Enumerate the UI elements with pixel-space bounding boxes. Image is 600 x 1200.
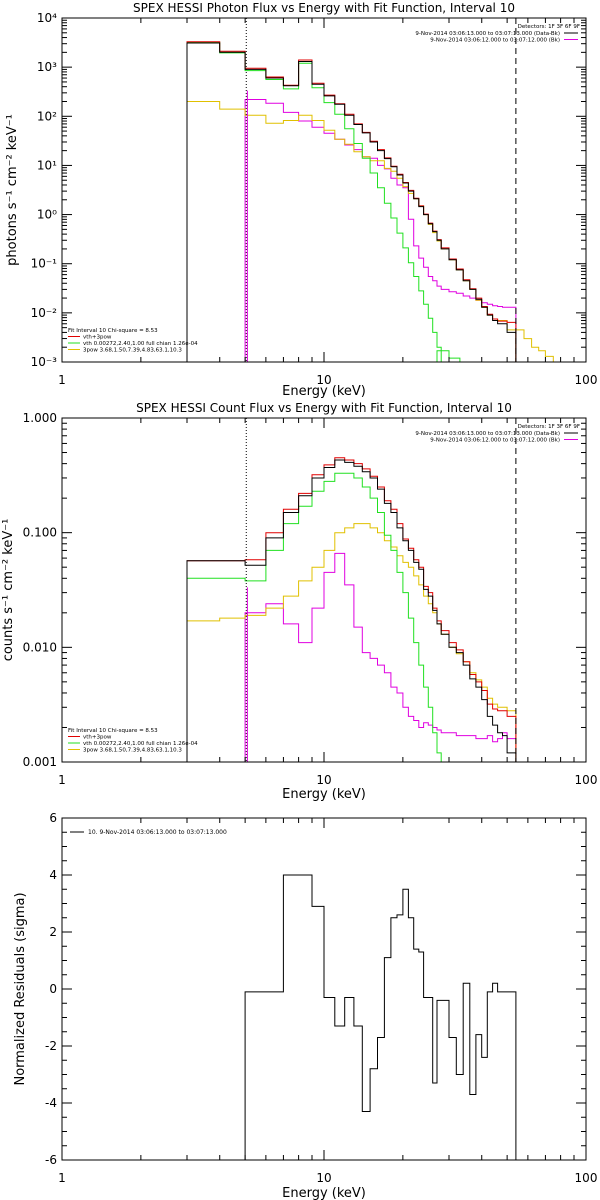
legend-entry: 10. 9-Nov-2014 03:06:13.000 to 03:07:13.… [88, 829, 227, 836]
series-extra-0 [244, 552, 517, 762]
chart-photon: SPEX HESSI Photon Flux vs Energy with Fi… [5, 1, 597, 399]
y-tick-label: 1.000 [23, 411, 57, 425]
legend-entry: 9-Nov-2014 03:06:13.000 to 03:07:13.000 … [415, 31, 560, 37]
y-tick-label: 6 [49, 811, 57, 825]
series-extra-2 [436, 350, 461, 362]
y-tick-label: 10¹ [37, 158, 57, 172]
y-tick-label: -4 [45, 1096, 57, 1110]
x-tick-label: 10 [316, 373, 331, 387]
x-tick-label: 1 [58, 1171, 66, 1185]
legend-entry: 3pow 3.68,1.50,7.39,4.83,63.1,10.3 [83, 748, 182, 754]
x-tick-label: 100 [575, 773, 598, 787]
y-tick-label: 2 [49, 925, 57, 939]
y-tick-label: 4 [49, 868, 57, 882]
legend-entry: vth 0.00272,2.40,1.00 full chian 1.26e-0… [83, 341, 198, 347]
y-axis: 10⁻³ 10⁻² 10⁻¹ 10⁰ 10¹ 10² 10³ 10⁴ photons s⁻¹ c… [5, 11, 586, 369]
series-0 [186, 459, 517, 762]
legend-entry: 9-Nov-2014 03:06:12.000 to 03:07:12.000 … [430, 38, 560, 44]
x-axis-label: Energy (keV) [282, 1186, 366, 1200]
series-1 [186, 41, 517, 362]
legend-top: 10. 9-Nov-2014 03:06:13.000 to 03:07:13.… [70, 829, 227, 836]
y-tick-label: 0.010 [23, 640, 57, 654]
series-0 [244, 874, 517, 1160]
y-tick-label: 0 [49, 982, 57, 996]
y-tick-label: 10⁰ [37, 208, 57, 222]
x-axis: 1 10 100 Energy (keV) [58, 18, 597, 399]
legend-detectors: Detectors: 1F 3F 6F 9F [518, 424, 580, 430]
series-2 [186, 41, 516, 362]
series-1 [186, 457, 517, 762]
y-tick-label: 10⁴ [37, 11, 57, 25]
legend-entry: vth+3pow [83, 335, 112, 341]
x-tick-label: 100 [575, 1171, 598, 1185]
legend-entry: 9-Nov-2014 03:06:13.000 to 03:07:13.000 … [415, 431, 560, 437]
chart-count: SPEX HESSI Count Flux vs Energy with Fit… [1, 401, 597, 802]
y-axis-label: photons s⁻¹ cm⁻² keV⁻¹ [5, 114, 20, 266]
legend-bottom: Fit Interval 10 Chi-square = 8.53vth+3po… [68, 328, 198, 354]
chart-title: SPEX HESSI Photon Flux vs Energy with Fi… [133, 1, 515, 15]
x-axis: 1 10 100 Energy (keV) [58, 818, 597, 1200]
y-tick-label: -6 [45, 1153, 57, 1167]
y-tick-label: 10³ [37, 60, 57, 74]
y-axis-label: counts s⁻¹ cm⁻² keV⁻¹ [1, 519, 16, 662]
x-tick-label: 10 [316, 1171, 331, 1185]
series-2 [186, 472, 516, 762]
x-tick-label: 100 [575, 373, 598, 387]
chart-title: SPEX HESSI Count Flux vs Energy with Fit… [136, 401, 512, 415]
x-axis-label: Energy (keV) [282, 384, 366, 399]
y-axis-label: Normalized Residuals (sigma) [13, 892, 28, 1085]
legend-entry: 9-Nov-2014 03:06:12.000 to 03:07:12.000 … [430, 438, 560, 444]
x-tick-label: 1 [58, 373, 66, 387]
x-axis: 1 10 100 Energy (keV) [58, 418, 597, 802]
legend-header: Fit Interval 10 Chi-square = 8.53 [68, 328, 158, 334]
legend-top: Detectors: 1F 3F 6F 9F9-Nov-2014 03:06:1… [415, 424, 580, 444]
y-tick-label: 0.001 [23, 755, 57, 769]
legend-header: Fit Interval 10 Chi-square = 8.53 [68, 728, 158, 734]
axes-frame [61, 17, 587, 363]
y-tick-label: 10⁻³ [31, 355, 58, 369]
series-0 [186, 42, 517, 362]
series-3 [186, 101, 517, 362]
legend-detectors: Detectors: 1F 3F 6F 9F [518, 24, 580, 30]
y-axis: -6 -4 -2 0 2 4 6 Normalized Residuals (sigma) [13, 811, 586, 1167]
legend-bottom: Fit Interval 10 Chi-square = 8.53vth+3po… [68, 728, 198, 754]
legend-top: Detectors: 1F 3F 6F 9F9-Nov-2014 03:06:1… [415, 24, 580, 44]
plot-area [186, 418, 517, 762]
chart-residuals: 1 10 100 Energy (keV) -6 -4 -2 0 2 4 6 Normalized R… [13, 811, 597, 1200]
legend-entry: vth 0.00272,2.40,1.00 full chian 1.26e-0… [83, 741, 198, 747]
x-tick-label: 1 [58, 773, 66, 787]
legend-entry: vth+3pow [83, 735, 112, 741]
y-tick-label: 10² [37, 109, 57, 123]
plot-area [244, 874, 517, 1160]
y-axis: 0.001 0.010 0.100 1.000 counts s⁻¹ cm⁻² keV⁻… [1, 411, 586, 769]
y-tick-label: 0.100 [23, 526, 57, 540]
y-tick-label: -2 [45, 1039, 57, 1053]
series-3 [186, 523, 517, 762]
series-extra-0 [244, 99, 517, 362]
y-tick-label: 10⁻¹ [31, 257, 58, 271]
x-tick-label: 10 [316, 773, 331, 787]
plot-area [186, 18, 561, 362]
x-axis-label: Energy (keV) [282, 787, 366, 802]
y-tick-label: 10⁻² [31, 306, 58, 320]
legend-entry: 3pow 3.68,1.50,7.39,4.83,63.1,10.3 [83, 348, 182, 354]
series-extra-1 [515, 329, 561, 362]
